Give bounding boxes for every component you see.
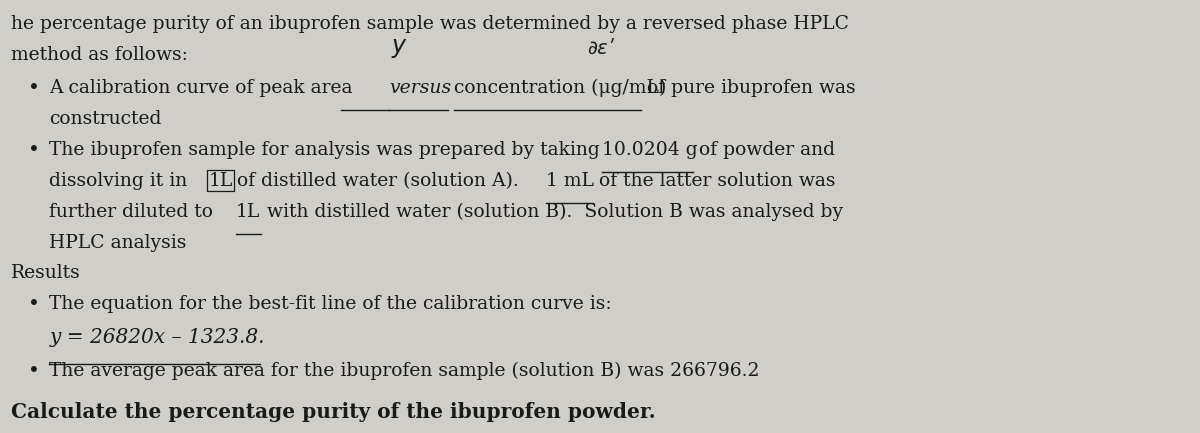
Text: •: • (28, 362, 40, 381)
Text: with distilled water (solution B).  Solution B was analysed by: with distilled water (solution B). Solut… (262, 203, 844, 221)
Text: •: • (28, 141, 40, 160)
Text: ∂εʹ: ∂εʹ (587, 39, 613, 58)
Text: •: • (28, 79, 40, 98)
Text: of powder and: of powder and (694, 141, 835, 159)
Text: Results: Results (11, 264, 80, 282)
Text: A calibration curve of peak area: A calibration curve of peak area (49, 79, 359, 97)
Text: y: y (392, 34, 406, 58)
Text: further diluted to: further diluted to (49, 203, 220, 221)
Text: of the latter solution was: of the latter solution was (593, 172, 835, 190)
Text: method as follows:: method as follows: (11, 46, 188, 64)
Text: of pure ibuprofen was: of pure ibuprofen was (641, 79, 856, 97)
Text: concentration (μg/mL): concentration (μg/mL) (454, 79, 666, 97)
Text: The equation for the best-fit line of the calibration curve is:: The equation for the best-fit line of th… (49, 295, 612, 313)
Text: HPLC analysis: HPLC analysis (49, 234, 187, 252)
Text: 1L: 1L (209, 172, 233, 190)
Text: 1 mL: 1 mL (546, 172, 594, 190)
Text: •: • (28, 295, 40, 314)
Text: constructed: constructed (49, 110, 162, 128)
Text: The ibuprofen sample for analysis was prepared by taking: The ibuprofen sample for analysis was pr… (49, 141, 606, 159)
Text: 1L: 1L (236, 203, 260, 221)
Text: y = 26820x – 1323.8.: y = 26820x – 1323.8. (49, 328, 265, 347)
Text: he percentage purity of an ibuprofen sample was determined by a reversed phase H: he percentage purity of an ibuprofen sam… (11, 15, 848, 33)
Text: 10.0204 g: 10.0204 g (602, 141, 698, 159)
Text: of distilled water (solution A).: of distilled water (solution A). (232, 172, 532, 190)
Text: Calculate the percentage purity of the ibuprofen powder.: Calculate the percentage purity of the i… (11, 402, 655, 422)
Text: The average peak area for the ibuprofen sample (solution B) was 266796.2: The average peak area for the ibuprofen … (49, 362, 760, 380)
Text: dissolving it in: dissolving it in (49, 172, 187, 190)
Text: versus: versus (389, 79, 451, 97)
